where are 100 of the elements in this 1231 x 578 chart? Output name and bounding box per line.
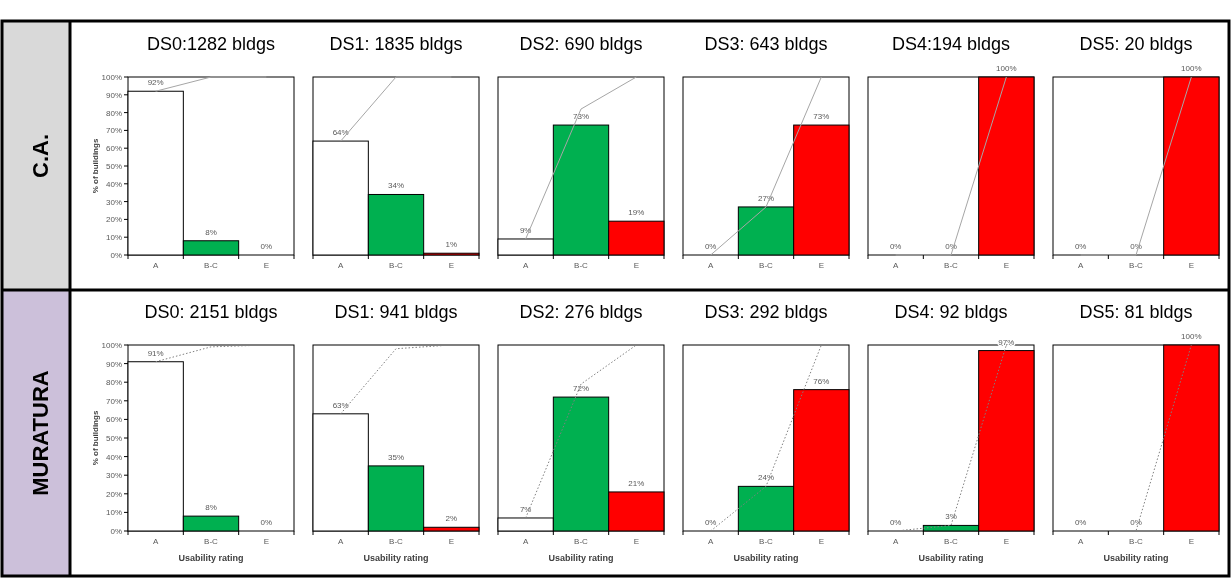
data-label: 76% [813, 376, 830, 386]
y-tick-label: 100% [101, 341, 122, 350]
x-axis-title: Usability rating [548, 553, 614, 563]
y-tick-label: 30% [105, 197, 122, 207]
data-label: 91% [147, 348, 164, 358]
x-tick-label: A [337, 261, 344, 270]
data-label: 0% [260, 518, 273, 527]
x-tick-label: B-C [389, 261, 404, 270]
data-label: 0% [945, 242, 957, 251]
data-label: 0% [1130, 242, 1142, 251]
y-tick-label: 70% [105, 396, 122, 406]
x-tick-label: E [448, 261, 455, 270]
x-tick-label: A [522, 537, 529, 546]
x-tick-label: E [818, 537, 825, 546]
y-tick-label: 50% [105, 162, 122, 171]
x-tick-label: E [633, 261, 640, 270]
chart-title: DS0:1282 bldgs [146, 34, 276, 54]
chart-title: DS4: 92 bldgs [894, 302, 1008, 322]
x-tick-label: E [1003, 537, 1010, 546]
data-label: 0% [704, 518, 717, 527]
chart-title: DS4:194 bldgs [891, 34, 1011, 54]
x-tick-label: E [1188, 261, 1195, 270]
data-label: 73% [813, 112, 830, 122]
x-tick-label: E [1003, 261, 1010, 270]
data-label: 9% [519, 225, 532, 235]
y-tick-label: 0% [110, 251, 122, 260]
y-tick-label: 20% [105, 215, 122, 225]
x-tick-label: B-C [389, 537, 404, 546]
x-tick-label: B-C [204, 261, 219, 270]
data-label: 1% [445, 240, 458, 250]
data-label: 0% [1074, 242, 1087, 251]
x-axis-title: Usability rating [178, 553, 244, 563]
x-tick-label: B-C [1129, 537, 1144, 546]
x-tick-label: B-C [759, 537, 774, 546]
x-tick-label: E [263, 261, 270, 270]
x-axis-title: Usability rating [918, 553, 984, 563]
y-tick-label: 50% [105, 434, 122, 443]
data-label: 0% [889, 518, 902, 527]
data-label: 0% [260, 242, 273, 251]
x-tick-label: A [1077, 537, 1084, 546]
chart-title: DS3: 292 bldgs [704, 302, 828, 322]
text: C.A. [28, 134, 53, 178]
data-label: 3% [945, 512, 957, 522]
y-tick-label: 70% [105, 126, 122, 136]
y-axis-title: % of buildings [91, 138, 100, 194]
x-axis-title: Usability rating [363, 553, 429, 563]
x-tick-label: A [522, 261, 529, 270]
x-tick-label: A [892, 537, 899, 546]
chart-title: DS1: 1835 bldgs [329, 34, 463, 54]
x-tick-label: B-C [944, 537, 959, 546]
y-tick-label: 90% [105, 90, 122, 100]
data-label: 100% [996, 64, 1017, 73]
chart-title: DS2: 276 bldgs [519, 302, 643, 322]
chart-title: DS5: 81 bldgs [1079, 302, 1193, 322]
x-tick-label: E [818, 261, 825, 270]
y-axis-title: % of buildings [91, 410, 100, 466]
data-label: 34% [387, 181, 405, 191]
y-tick-label: 10% [105, 233, 122, 243]
data-label: 35% [387, 452, 405, 462]
data-label: 8% [205, 227, 217, 237]
data-label: 27% [757, 193, 775, 203]
x-axis-title: Usability rating [1103, 553, 1169, 563]
x-tick-label: E [1188, 537, 1195, 546]
data-label: 8% [205, 503, 217, 513]
chart-title: DS5: 20 bldgs [1079, 34, 1193, 54]
x-axis-title: Usability rating [733, 553, 799, 563]
data-label: 0% [1074, 518, 1087, 527]
data-label: 64% [332, 128, 349, 138]
x-tick-label: B-C [944, 261, 959, 270]
data-label: 73% [572, 112, 590, 122]
data-label: 0% [704, 242, 717, 251]
y-tick-label: 100% [101, 73, 122, 82]
data-label: 21% [628, 478, 645, 488]
data-label: 2% [445, 514, 458, 524]
chart-title: DS3: 643 bldgs [704, 34, 828, 54]
y-tick-label: 30% [105, 471, 122, 481]
data-label: 63% [332, 400, 349, 410]
y-tick-label: 20% [105, 489, 122, 499]
y-tick-label: 40% [105, 452, 122, 462]
x-tick-label: B-C [1129, 261, 1144, 270]
x-tick-label: A [337, 537, 344, 546]
data-label: 0% [889, 242, 902, 251]
x-tick-label: A [1077, 261, 1084, 270]
y-tick-label: 0% [110, 527, 122, 536]
x-tick-label: A [707, 261, 714, 270]
x-tick-label: A [152, 537, 159, 546]
y-tick-label: 40% [105, 179, 122, 189]
data-label: 0% [1130, 518, 1142, 527]
y-tick-label: 60% [105, 144, 122, 154]
chart-title: DS2: 690 bldgs [519, 34, 643, 54]
x-tick-label: B-C [574, 261, 589, 270]
text: MURATURA [28, 370, 53, 496]
y-tick-label: 60% [105, 415, 122, 425]
y-tick-label: 90% [105, 359, 122, 369]
x-tick-label: E [263, 537, 270, 546]
x-tick-label: E [633, 537, 640, 546]
data-label: 72% [572, 384, 590, 394]
x-tick-label: A [152, 261, 159, 270]
x-tick-label: A [707, 537, 714, 546]
data-label: 24% [757, 473, 775, 483]
